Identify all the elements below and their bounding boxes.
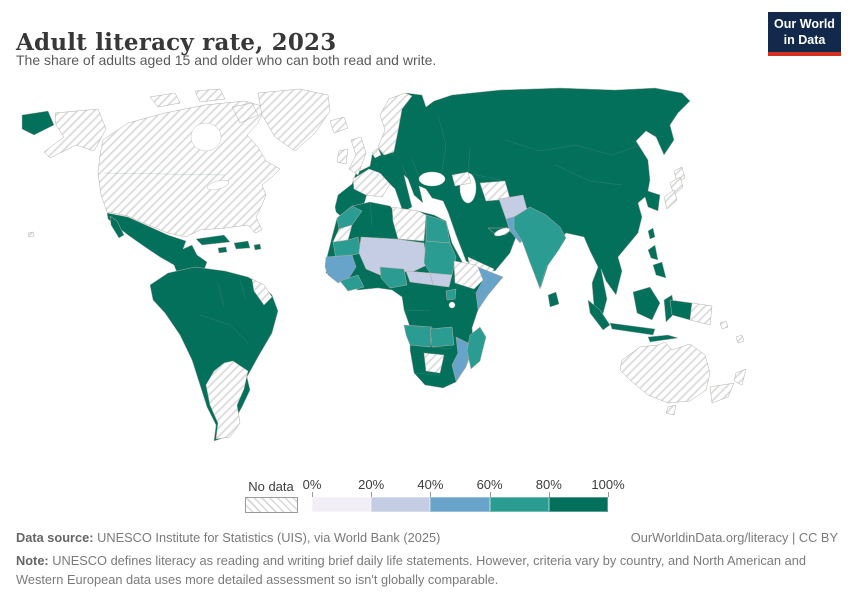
legend-tickmark	[371, 492, 372, 497]
country-australia[interactable]	[619, 341, 711, 404]
note-text: UNESCO defines literacy as reading and w…	[16, 553, 806, 587]
country-sri-lanka[interactable]	[547, 291, 560, 308]
page-title: Adult literacy rate, 2023	[16, 29, 337, 57]
country-botswana[interactable]	[423, 352, 445, 374]
country-japan-hokkaido[interactable]	[673, 166, 686, 183]
legend-bin-60-80[interactable]	[489, 497, 549, 512]
country-pacific-islands-2[interactable]	[735, 334, 745, 344]
country-canada-baffin[interactable]	[231, 102, 259, 124]
legend-tick-60: 60%	[476, 477, 503, 492]
country-pacific-islands[interactable]	[719, 320, 729, 330]
lake-victoria	[448, 301, 456, 309]
country-australia-tasmania[interactable]	[665, 404, 677, 416]
legend-tick-20: 20%	[358, 477, 385, 492]
country-puerto-rico[interactable]	[253, 243, 262, 251]
south-america-borders	[199, 280, 249, 344]
country-alaska-usa[interactable]	[43, 108, 107, 159]
country-libya[interactable]	[391, 206, 427, 242]
country-hispaniola[interactable]	[233, 240, 251, 250]
legend-no-data-label: No data	[248, 479, 294, 494]
country-hawaii-usa[interactable]	[27, 231, 35, 238]
legend-tickmark	[430, 492, 431, 497]
country-morocco[interactable]	[336, 205, 363, 230]
country-angola[interactable]	[403, 324, 433, 348]
country-canada-arctic-islands-2[interactable]	[194, 88, 226, 103]
country-denmark[interactable]	[371, 147, 382, 159]
country-indonesia-java[interactable]	[609, 322, 656, 336]
legend-tickmark	[490, 492, 491, 497]
country-madagascar[interactable]	[466, 326, 487, 370]
country-nigeria[interactable]	[379, 266, 408, 289]
legend-tick-80: 80%	[535, 477, 562, 492]
legend-bin-0-20[interactable]	[312, 497, 372, 512]
note-label: Note:	[16, 553, 49, 568]
owid-logo-line1: Our World	[774, 17, 835, 31]
legend-tick-40: 40%	[417, 477, 444, 492]
country-indonesia-lesser-sunda[interactable]	[647, 334, 679, 343]
country-somalia[interactable]	[475, 266, 504, 310]
country-cote-divoire[interactable]	[339, 274, 365, 292]
legend-bin-80-100[interactable]	[548, 497, 609, 512]
country-ethiopia[interactable]	[453, 260, 487, 290]
country-russia-chukotka-west[interactable]	[21, 110, 55, 136]
country-zambia[interactable]	[429, 326, 455, 348]
country-central-african-republic[interactable]	[405, 270, 434, 286]
legend-no-data-swatch[interactable]	[245, 497, 298, 513]
country-sudan[interactable]	[423, 240, 457, 276]
world-choropleth-map[interactable]	[0, 85, 850, 475]
data-source-line: Data source: UNESCO Institute for Statis…	[16, 530, 440, 545]
country-japan-kyushu[interactable]	[663, 189, 678, 210]
legend-color-bar	[312, 497, 609, 512]
legend-tickmark	[312, 492, 313, 497]
africa-borders	[369, 201, 453, 376]
country-taiwan[interactable]	[647, 227, 656, 240]
country-france-switzerland[interactable]	[352, 168, 391, 198]
legend-tickmark	[549, 492, 550, 497]
legend-tick-100: 100%	[591, 477, 625, 492]
country-iceland[interactable]	[329, 116, 349, 134]
country-united-kingdom[interactable]	[348, 136, 367, 176]
country-mexico-baja[interactable]	[109, 215, 125, 239]
chart-footer: Data source: UNESCO Institute for Statis…	[16, 530, 838, 589]
country-south-sudan[interactable]	[429, 272, 453, 288]
country-indonesia-borneo[interactable]	[632, 286, 661, 321]
country-indonesia-sumatra[interactable]	[587, 299, 611, 331]
us-canada-border	[103, 172, 226, 176]
country-canada-arctic-islands[interactable]	[149, 92, 181, 108]
country-guyanas[interactable]	[251, 278, 273, 306]
note-line: Note: UNESCO defines literacy as reading…	[16, 552, 838, 589]
country-new-zealand-south[interactable]	[709, 382, 735, 404]
hudson-bay	[190, 122, 222, 152]
country-indonesia-papua[interactable]	[669, 299, 693, 321]
data-source-text: UNESCO Institute for Statistics (UIS), v…	[93, 530, 441, 545]
country-india-nepal-bangladesh[interactable]	[513, 206, 567, 290]
country-uganda[interactable]	[445, 288, 457, 301]
country-philippines[interactable]	[647, 244, 659, 261]
legend-bin-20-40[interactable]	[371, 497, 431, 512]
map-legend: No data 0% 20% 40% 60% 80% 100%	[0, 477, 850, 517]
legend-tickmark	[608, 492, 609, 497]
owid-license-link[interactable]: OurWorldinData.org/literacy | CC BY	[630, 530, 838, 545]
legend-tick-0: 0%	[302, 477, 322, 492]
country-argentina[interactable]	[205, 360, 249, 440]
owid-logo-line2: in Data	[783, 33, 826, 48]
country-norway-sweden[interactable]	[377, 92, 413, 156]
country-egypt[interactable]	[425, 214, 451, 244]
great-lakes	[207, 179, 229, 191]
chart-subtitle: The share of adults aged 15 and older wh…	[16, 52, 437, 68]
country-new-zealand-north[interactable]	[733, 368, 747, 386]
data-source-label: Data source:	[16, 530, 94, 545]
country-greenland[interactable]	[257, 88, 331, 152]
black-sea	[418, 171, 446, 187]
country-philippines-south[interactable]	[652, 261, 667, 279]
country-caucasus[interactable]	[451, 171, 472, 187]
country-cuba[interactable]	[195, 234, 231, 246]
country-papua-new-guinea[interactable]	[689, 302, 713, 326]
legend-bin-40-60[interactable]	[430, 497, 490, 512]
owid-logo[interactable]: Our World in Data	[768, 12, 841, 56]
country-jamaica[interactable]	[217, 246, 228, 254]
country-ireland[interactable]	[336, 148, 349, 165]
